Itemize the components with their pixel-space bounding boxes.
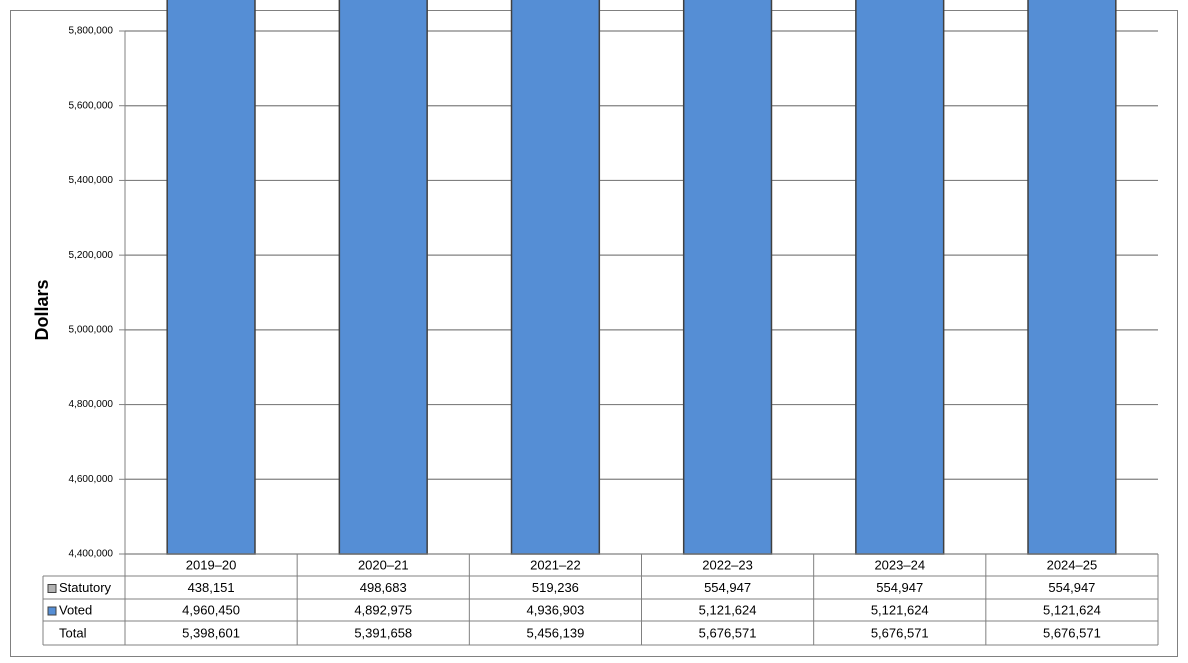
- y-axis-label: Dollars: [32, 279, 52, 340]
- bar-segment: [166, 0, 256, 555]
- bar-segment: [682, 0, 773, 555]
- y-tick-label: 5,400,000: [69, 175, 114, 186]
- total-value: 5,676,571: [1043, 625, 1101, 640]
- table-value: 5,121,624: [699, 602, 757, 617]
- total-value: 5,391,658: [354, 625, 412, 640]
- table-value: 554,947: [876, 580, 923, 595]
- x-tick-label: 2021–22: [530, 557, 581, 572]
- y-tick-label: 4,800,000: [69, 399, 114, 410]
- x-tick-label: 2024–25: [1047, 557, 1098, 572]
- table-value: 4,936,903: [526, 602, 584, 617]
- y-tick-label: 4,400,000: [69, 549, 114, 560]
- total-label: Total: [59, 625, 87, 640]
- bar-segment: [855, 0, 945, 555]
- legend-label: Voted: [59, 602, 92, 617]
- table-value: 4,892,975: [354, 602, 412, 617]
- table-value: 438,151: [188, 580, 235, 595]
- total-value: 5,456,139: [526, 625, 584, 640]
- y-tick-label: 5,000,000: [69, 324, 114, 335]
- y-tick-label: 5,200,000: [69, 250, 114, 261]
- x-tick-label: 2019–20: [186, 557, 237, 572]
- table-value: 554,947: [704, 580, 751, 595]
- x-tick-label: 2023–24: [874, 557, 925, 572]
- x-tick-label: 2022–23: [702, 557, 753, 572]
- table-value: 5,121,624: [1043, 602, 1101, 617]
- bar-segment: [1027, 0, 1117, 555]
- total-value: 5,398,601: [182, 625, 240, 640]
- y-tick-label: 5,800,000: [69, 26, 114, 37]
- bar-segment: [510, 0, 601, 555]
- legend-label: Statutory: [59, 580, 112, 595]
- x-tick-label: 2020–21: [358, 557, 409, 572]
- bar-segment: [338, 0, 428, 555]
- total-value: 5,676,571: [699, 625, 757, 640]
- table-value: 4,960,450: [182, 602, 240, 617]
- y-tick-label: 4,600,000: [69, 474, 114, 485]
- total-value: 5,676,571: [871, 625, 929, 640]
- legend-key: [47, 584, 57, 593]
- table-value: 554,947: [1048, 580, 1095, 595]
- table-value: 498,683: [360, 580, 407, 595]
- y-tick-label: 5,600,000: [69, 100, 114, 111]
- legend-key: [47, 606, 57, 616]
- table-value: 519,236: [532, 580, 579, 595]
- table-value: 5,121,624: [871, 602, 929, 617]
